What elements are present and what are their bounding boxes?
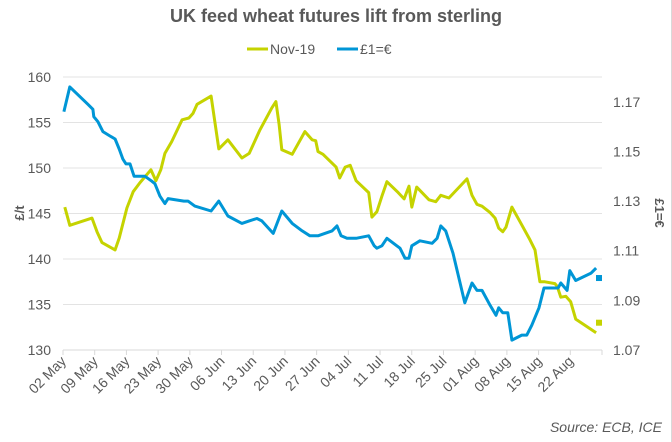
legend-label-nov-19: Nov-19	[270, 41, 315, 57]
series-line-nov-19	[63, 94, 597, 334]
y-left-tick-label: 145	[28, 206, 52, 222]
y-left-tick-label: 155	[28, 115, 52, 131]
y-axis-left-label: £/t	[12, 205, 27, 221]
x-tick-label: 22 Aug	[534, 353, 576, 395]
legend: Nov-19 £1=€	[247, 41, 392, 57]
x-tick-label: 11 Jul	[349, 353, 386, 390]
y-left-tick-label: 150	[28, 160, 52, 176]
x-tick-label: 18 Jul	[380, 353, 418, 391]
latest-marker-gbp-eur	[596, 275, 602, 282]
source-note: Source: ECB, ICE	[550, 419, 663, 435]
y-axis-right: 1.07 1.09 1.11 1.13 1.15 1.17	[613, 94, 640, 358]
chart-title: UK feed wheat futures lift from sterling	[170, 6, 502, 26]
x-tick-label: 04 Jul	[317, 353, 355, 391]
y-left-tick-label: 140	[28, 251, 52, 267]
series-group	[62, 85, 602, 342]
y-right-tick-label: 1.17	[613, 94, 640, 110]
y-right-tick-label: 1.11	[613, 243, 639, 259]
y-left-tick-label: 130	[28, 342, 52, 358]
y-axis-left: 130 135 140 145 150 155 160	[28, 69, 52, 358]
series-line-gbp-eur	[62, 85, 598, 342]
x-tick-label: 06 Jun	[187, 353, 228, 394]
x-tick-label: 13 Jun	[218, 353, 259, 394]
gridlines	[63, 76, 602, 351]
y-right-tick-label: 1.13	[613, 193, 640, 209]
y-right-tick-label: 1.09	[613, 292, 640, 308]
latest-marker-nov-19	[596, 319, 602, 326]
y-right-tick-label: 1.07	[613, 342, 640, 358]
x-tick-label: 27 Jun	[282, 353, 323, 394]
y-left-tick-label: 160	[28, 69, 52, 85]
x-tick-label: 20 Jun	[250, 353, 291, 394]
y-axis-right-label: £1=€	[652, 198, 667, 227]
y-left-tick-label: 135	[28, 297, 52, 313]
legend-label-gbp-eur: £1=€	[360, 41, 392, 57]
y-right-tick-label: 1.15	[613, 143, 640, 159]
